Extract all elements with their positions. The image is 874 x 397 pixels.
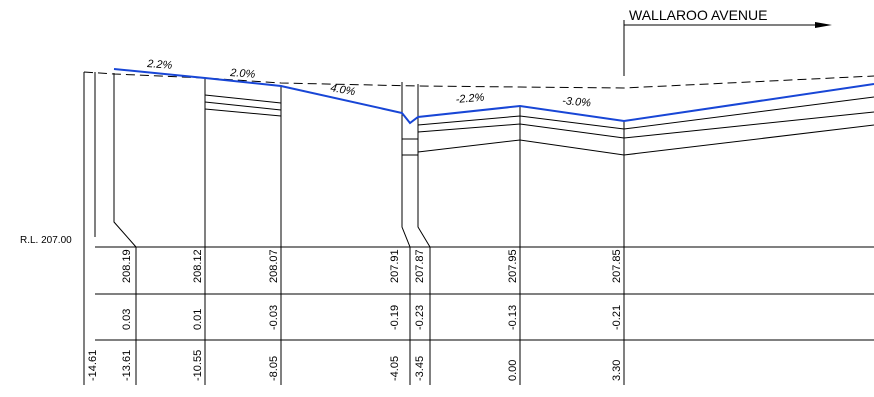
level-value: 208.07 (268, 249, 280, 283)
offset-value: -13.61 (121, 350, 133, 381)
offset-value: 0.00 (507, 360, 519, 381)
depth-value: 0.01 (192, 309, 204, 330)
street-callout: WALLAROO AVENUE (623, 7, 832, 76)
grade-label: -3.0% (562, 95, 592, 109)
grade-labels: 2.2% 2.0% 4.0% -2.2% -3.0% (146, 58, 592, 110)
arrow-right-icon (815, 22, 832, 28)
offset-value: -10.55 (192, 350, 204, 381)
grade-label: 4.0% (329, 82, 356, 98)
street-label: WALLAROO AVENUE (629, 7, 767, 23)
level-value: 208.12 (192, 249, 204, 283)
grade-label: 2.0% (229, 67, 256, 81)
table-grid (95, 246, 874, 341)
level-row: 208.19 208.12 208.07 207.91 207.87 207.9… (121, 249, 623, 283)
depth-value: -0.03 (268, 305, 280, 330)
level-value: 207.87 (414, 249, 426, 283)
level-value: 207.95 (507, 249, 519, 283)
offset-value: -3.45 (414, 356, 426, 381)
offset-row: -14.61 -13.61 -10.55 -8.05 -4.05 -3.45 0… (87, 350, 623, 381)
pavement-layers (204, 94, 874, 156)
left-boundary (83, 72, 137, 385)
offset-value: -8.05 (268, 356, 280, 381)
depth-value: 0.03 (121, 309, 133, 330)
level-value: 208.19 (121, 249, 133, 283)
grade-label: 2.2% (146, 58, 173, 72)
depth-value: -0.13 (507, 305, 519, 330)
grade-label: -2.2% (455, 92, 485, 106)
level-value: 207.91 (389, 249, 401, 283)
depth-value: -0.19 (389, 305, 401, 330)
level-value: 207.85 (611, 249, 623, 283)
datum-label: R.L. 207.00 (20, 235, 72, 246)
offset-value: -14.61 (87, 350, 99, 381)
depth-value: -0.23 (414, 305, 426, 330)
design-surface-line (113, 68, 874, 125)
depth-value: -0.21 (611, 305, 623, 330)
offset-value: 3.30 (611, 360, 623, 381)
station-lines (204, 78, 625, 385)
existing-surface-line (83, 71, 874, 89)
offset-value: -4.05 (389, 356, 401, 381)
depth-row: 0.03 0.01 -0.03 -0.19 -0.23 -0.13 -0.21 (121, 305, 623, 330)
